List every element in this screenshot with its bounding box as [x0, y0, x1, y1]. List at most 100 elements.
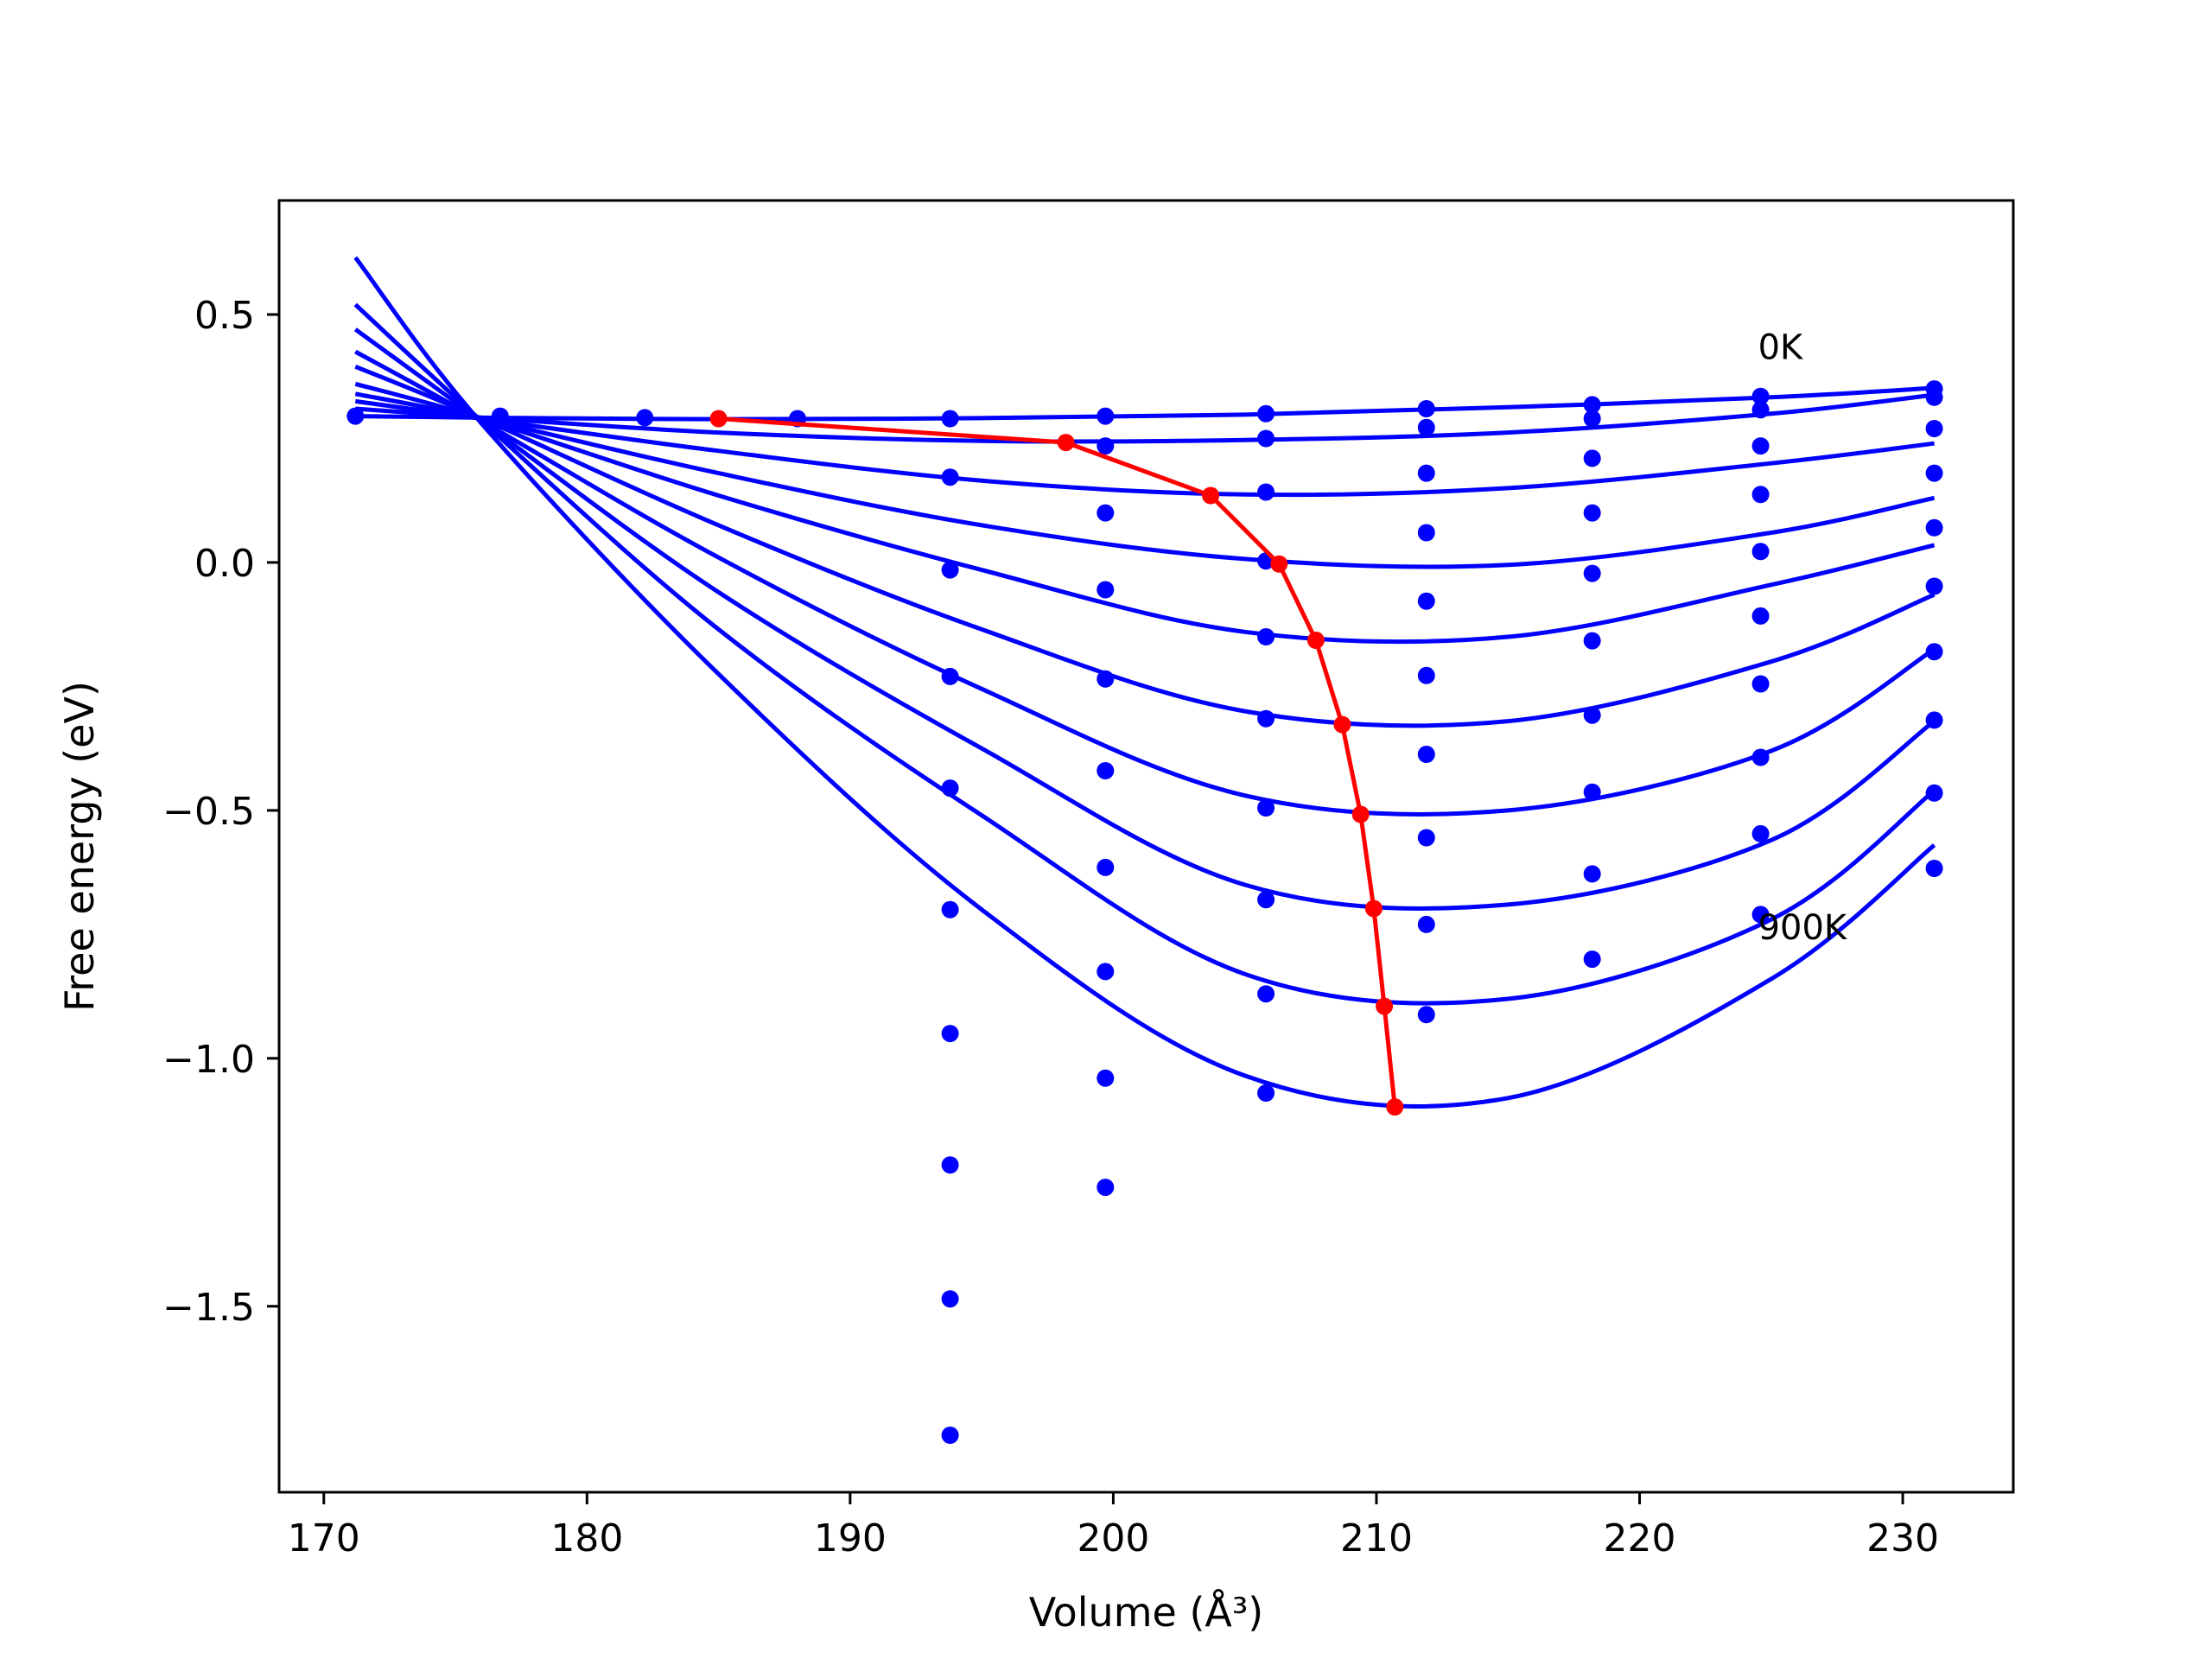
x-axis-ticks: 170 180 190 200 210 220 230 [288, 1492, 1939, 1560]
fit-curves-layer [353, 256, 1936, 1109]
data-point [1583, 564, 1601, 582]
data-point [1096, 762, 1115, 779]
data-point [1751, 437, 1770, 455]
y-tick-label: 0.5 [194, 294, 255, 338]
minimum-path-point [1376, 997, 1394, 1015]
data-point [1257, 799, 1275, 817]
data-point [1417, 524, 1435, 542]
data-point [1096, 1179, 1115, 1197]
data-point [941, 410, 959, 428]
plot-area [346, 256, 1943, 1444]
data-point [1583, 449, 1601, 467]
data-point [1583, 396, 1601, 414]
fit-curve-2 [354, 398, 1935, 498]
minimum-path-point [1386, 1098, 1404, 1116]
minimum-path-point [709, 410, 728, 428]
data-point [1583, 865, 1601, 883]
data-points-layer [346, 380, 1943, 1444]
x-tick-label: 190 [814, 1516, 887, 1560]
minimum-path-point [1057, 434, 1075, 452]
minimum-path-point [1364, 899, 1382, 918]
x-tick-label: 210 [1340, 1516, 1413, 1560]
data-point [1257, 404, 1275, 423]
x-tick-label: 220 [1604, 1516, 1676, 1560]
data-point [941, 667, 959, 685]
annotations-layer: 0K 900K [1758, 328, 1848, 948]
data-point [1751, 543, 1770, 561]
data-point [1257, 985, 1275, 1003]
data-point [1417, 746, 1435, 763]
data-point [941, 468, 959, 486]
data-point [1925, 577, 1943, 595]
data-point [1583, 706, 1601, 724]
fit-curve-5 [354, 364, 1936, 728]
y-axis-label: Free energy (eV) [56, 681, 103, 1012]
data-point [941, 900, 959, 918]
data-point [1257, 891, 1275, 909]
data-point [491, 407, 509, 425]
data-point [1417, 1006, 1435, 1024]
data-point [1583, 950, 1601, 969]
data-point [1417, 464, 1435, 482]
fit-curve-3 [354, 391, 1936, 569]
data-point [1925, 643, 1943, 661]
minimum-path-point [1333, 715, 1351, 734]
data-point [1583, 783, 1601, 801]
x-tick-label: 200 [1077, 1516, 1149, 1560]
y-tick-label: −0.5 [162, 790, 255, 834]
data-point [1417, 829, 1435, 847]
x-tick-label: 180 [550, 1516, 623, 1560]
data-point [1583, 410, 1601, 428]
data-point [941, 1290, 959, 1308]
data-point [941, 779, 959, 798]
data-point [1417, 400, 1435, 417]
data-point [1751, 748, 1770, 766]
minimum-path-line [718, 416, 1397, 1108]
data-point [1925, 860, 1943, 877]
data-point [1096, 407, 1115, 425]
data-point [941, 1427, 959, 1444]
data-point [1925, 784, 1943, 802]
data-point [1751, 486, 1770, 504]
data-point [636, 409, 654, 427]
fit-curve-7 [353, 327, 1936, 911]
x-axis-label: Volume (Å³) [1029, 1589, 1264, 1636]
fit-curve-0 [355, 385, 1935, 422]
data-point [1417, 592, 1435, 610]
data-point [1417, 915, 1435, 933]
data-point [1257, 429, 1275, 448]
annotation-label: 900K [1758, 908, 1848, 948]
data-point [941, 1156, 959, 1174]
fit-curve-8 [353, 302, 1936, 1006]
data-point [1925, 388, 1943, 406]
axes-frame [277, 199, 2015, 1494]
data-point [1096, 437, 1115, 455]
data-point [1096, 581, 1115, 599]
data-point [1751, 607, 1770, 625]
data-point [1751, 906, 1770, 924]
minimum-path-point [1202, 486, 1220, 505]
data-point [1925, 518, 1943, 537]
x-tick-label: 230 [1866, 1516, 1939, 1560]
fit-curve-6 [354, 349, 1936, 817]
data-point [1096, 963, 1115, 981]
data-point [1096, 858, 1115, 876]
data-point [1257, 709, 1275, 728]
y-tick-label: 0.0 [194, 542, 255, 586]
y-axis-ticks: 0.5 0.0 −0.5 −1.0 −1.5 [162, 294, 279, 1330]
data-point [1925, 711, 1943, 729]
fit-curve-1 [355, 392, 1935, 444]
fit-curve-4 [354, 381, 1936, 645]
data-point [1096, 504, 1115, 522]
data-point [1417, 418, 1435, 436]
data-point [1925, 464, 1943, 482]
data-point [1257, 483, 1275, 501]
data-point [1257, 628, 1275, 645]
data-point [1751, 401, 1770, 419]
y-tick-label: −1.5 [162, 1286, 255, 1330]
data-point [1751, 824, 1770, 842]
minimum-path-point [1306, 632, 1325, 649]
x-tick-label: 170 [288, 1516, 360, 1560]
